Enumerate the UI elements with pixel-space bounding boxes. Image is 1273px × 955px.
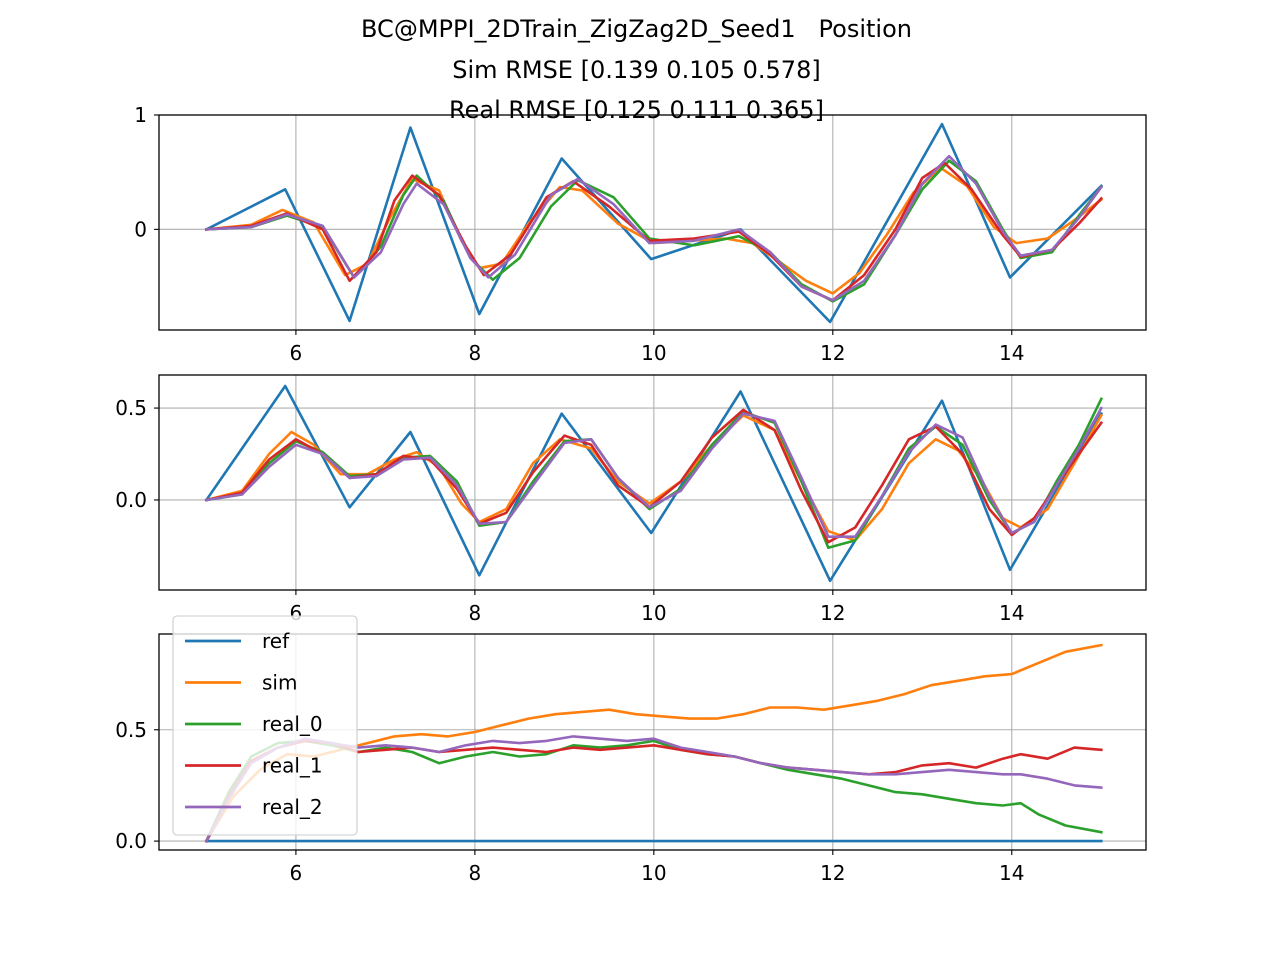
subplot-1: 6 8 10 12 14 0 1	[134, 103, 1147, 365]
x-tick-label: 14	[999, 861, 1024, 885]
legend-label-ref: ref	[262, 629, 290, 653]
subplot-2: 6 8 10 12 140.00.5	[115, 374, 1147, 625]
x-tick-label: 14	[999, 601, 1024, 625]
axes-frame	[158, 633, 1147, 851]
series-line-real-2	[205, 154, 1104, 302]
x-tick-label: 10	[641, 861, 666, 885]
figure-title-line-3: Real RMSE [0.125 0.111 0.365]	[449, 96, 824, 124]
axes-frame	[158, 114, 1147, 331]
x-tick-label: 12	[820, 861, 845, 885]
series-line-real-1	[205, 161, 1104, 302]
legend-box	[172, 615, 358, 836]
x-tick-label: 6	[290, 341, 303, 365]
y-tick-label: 1	[134, 103, 147, 127]
x-tick-label: 12	[820, 601, 845, 625]
figure-title-line-2: Sim RMSE [0.139 0.105 0.578]	[452, 56, 821, 84]
series-line-ref	[204, 384, 1104, 583]
x-tick-label: 10	[641, 341, 666, 365]
figure-title-line-1: BC@MPPI_2DTrain_ZigZag2D_Seed1 Position	[361, 15, 912, 43]
series-line-real-0	[205, 159, 1104, 303]
legend-label-real-1: real_1	[262, 754, 323, 778]
y-tick-label: 0.0	[115, 829, 147, 853]
x-tick-label: 8	[469, 861, 482, 885]
y-tick-label: 0.0	[115, 488, 147, 512]
x-tick-label: 8	[469, 601, 482, 625]
y-tick-label: 0	[134, 217, 147, 241]
y-tick-label: 0.5	[115, 396, 147, 420]
series-line-ref	[204, 122, 1104, 324]
x-tick-label: 14	[999, 341, 1024, 365]
legend: ref sim real_0 real_1 real_2	[172, 615, 358, 836]
x-tick-label: 6	[290, 861, 303, 885]
axes-frame	[158, 374, 1147, 591]
legend-label-real-0: real_0	[262, 712, 323, 736]
legend-label-real-2: real_2	[262, 795, 323, 819]
x-tick-label: 8	[469, 341, 482, 365]
x-tick-label: 10	[641, 601, 666, 625]
series-line-real-2	[204, 406, 1104, 539]
x-tick-label: 12	[820, 341, 845, 365]
y-tick-label: 0.5	[115, 718, 147, 742]
legend-label-sim: sim	[262, 671, 297, 695]
